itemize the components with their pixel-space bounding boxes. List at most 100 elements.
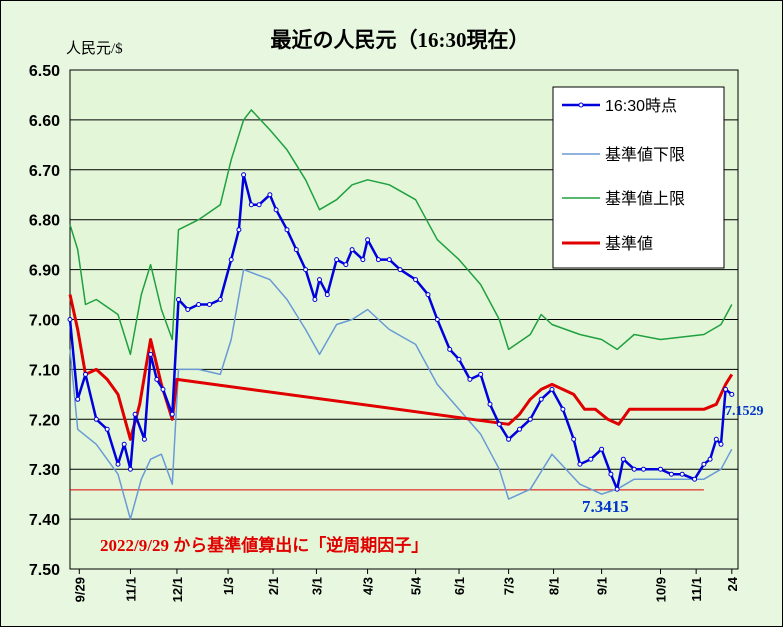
series-1630-point <box>169 411 175 417</box>
series-1630-point <box>241 172 247 178</box>
series-1630-point <box>343 262 349 268</box>
series-1630-point <box>668 471 674 477</box>
series-1630-point <box>196 302 202 307</box>
series-1630-point <box>506 436 512 442</box>
y-tick-label: 7.10 <box>29 362 60 379</box>
legend-label: 基準値 <box>605 235 653 253</box>
series-1630-point <box>312 297 318 302</box>
series-1630-point <box>496 421 502 427</box>
legend-item-central: 基準値 <box>562 235 653 253</box>
chart-title: 最近の人民元（16:30現在） <box>271 28 530 52</box>
series-1630-point <box>560 406 566 412</box>
series-1630-point <box>228 257 234 263</box>
series-1630-point <box>349 247 355 253</box>
legend-label: 16:30時点 <box>605 97 677 115</box>
series-1630-point <box>527 416 533 422</box>
series-1630-point <box>317 277 322 283</box>
series-1630-point <box>115 461 121 467</box>
y-tick-label: 7.40 <box>29 512 60 529</box>
x-tick-label: 7/3 <box>502 577 517 595</box>
series-1630-point <box>588 456 594 462</box>
series-1630-point <box>707 456 713 462</box>
series-1630-line <box>68 173 733 491</box>
series-upper-line <box>69 109 733 356</box>
y-tick-label: 6.90 <box>29 263 60 280</box>
series-1630-point <box>608 471 614 477</box>
series-layer <box>67 109 735 520</box>
series-1630-point <box>154 376 160 382</box>
series-1630-point <box>425 292 431 298</box>
series-1630-point <box>729 391 735 397</box>
series-1630-point <box>467 376 473 382</box>
series-1630-point <box>641 466 646 472</box>
series-1630-point <box>456 356 462 362</box>
legend: 16:30時点 基準値下限 基準値上限 基準値 <box>552 86 725 269</box>
legend-box <box>552 86 725 269</box>
series-1630-point <box>236 227 242 233</box>
x-tick-label: 10/9 <box>654 577 669 602</box>
series-1630-point <box>679 471 685 477</box>
y-tick-label: 6.50 <box>29 63 60 80</box>
series-1630-point <box>217 297 223 302</box>
x-tick-label: 11/1 <box>689 577 704 602</box>
series-1630-point <box>248 202 254 208</box>
series-lower-line <box>69 268 733 520</box>
series-1630-point <box>334 257 340 263</box>
series-1630-point <box>176 297 181 302</box>
series-1630-point <box>67 317 73 322</box>
series-1630-point <box>75 396 81 402</box>
y-tick-label: 7.20 <box>29 412 60 429</box>
x-tick-label: 12/1 <box>170 577 185 602</box>
series-1630-point <box>365 237 371 243</box>
series-1630-point <box>93 416 99 422</box>
series-1630-point <box>132 411 138 417</box>
series-1630-point <box>104 426 110 432</box>
y-axis-ticks: 6.50 6.60 6.70 6.80 6.90 7.00 7.10 7.20 7.30 7.40… <box>29 63 60 579</box>
series-1630-point <box>185 307 191 312</box>
series-1630-point <box>614 486 620 492</box>
legend-item-upper: 基準値上限 <box>562 190 685 208</box>
x-tick-label: 2/1 <box>266 577 281 595</box>
series-1630-point <box>375 257 381 263</box>
annotation-latest-value: 7.1529 <box>725 404 764 419</box>
y-tick-label: 7.50 <box>29 562 60 579</box>
legend-label: 基準値下限 <box>605 146 685 164</box>
series-1630-point <box>478 371 484 377</box>
series-1630-point <box>324 292 330 298</box>
legend-item-1630: 16:30時点 <box>562 97 677 115</box>
series-1630-point <box>83 371 88 377</box>
annotation-note: 2022/9/29 から基準値算出に「逆周期因子」 <box>100 535 428 555</box>
annotation-layer: 7.3415 7.1529 2022/9/29 から基準値算出に「逆周期因子」 <box>100 404 764 555</box>
series-1630-point <box>571 436 577 442</box>
series-1630-point <box>692 476 698 482</box>
series-1630-point <box>397 267 403 273</box>
series-1630-point <box>273 207 279 213</box>
series-1630-point <box>701 461 707 467</box>
series-1630-point <box>434 317 440 322</box>
annotation-low-value: 7.3415 <box>582 497 629 516</box>
series-1630-point <box>487 401 493 407</box>
x-tick-label: 1/3 <box>221 577 236 595</box>
series-1630-point <box>718 441 724 447</box>
y-axis-label: 人民元/$ <box>66 40 123 57</box>
y-tick-label: 6.60 <box>29 113 60 130</box>
series-1630-point <box>577 461 583 467</box>
y-tick-label: 7.30 <box>29 462 60 479</box>
series-1630-point <box>160 386 166 392</box>
y-tick-label: 6.80 <box>29 213 60 230</box>
series-central-line <box>68 294 734 441</box>
series-1630-point <box>360 257 366 263</box>
x-tick-label: 8/1 <box>547 577 562 595</box>
x-tick-label: 9/29 <box>72 577 87 602</box>
series-1630-point <box>658 466 663 472</box>
series-1630-point <box>303 267 309 273</box>
x-tick-label: 6/1 <box>452 577 467 595</box>
y-tick-label: 6.70 <box>29 163 60 180</box>
legend-item-lower: 基準値下限 <box>562 146 685 164</box>
series-1630-point <box>141 436 147 442</box>
series-1630-point <box>413 277 419 283</box>
series-1630-point <box>517 426 522 432</box>
x-tick-label: 9/1 <box>595 577 610 595</box>
series-1630-point <box>447 346 453 352</box>
